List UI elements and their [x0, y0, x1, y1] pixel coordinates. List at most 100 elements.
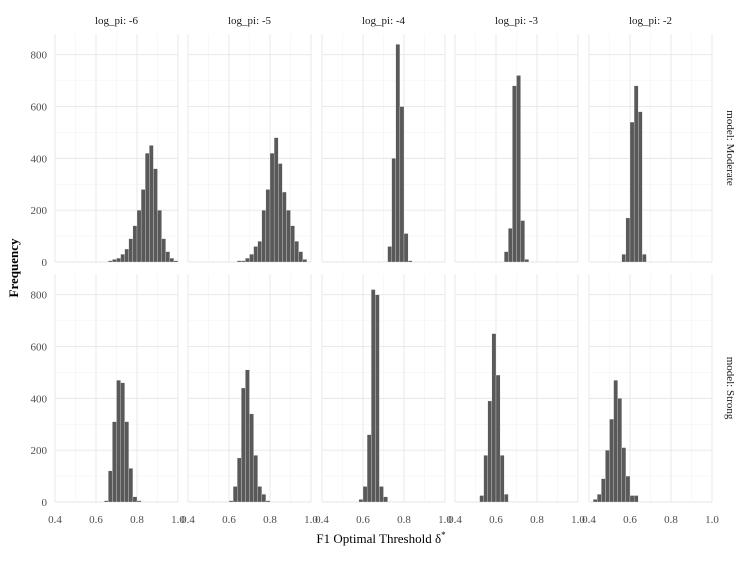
histogram-bar — [253, 455, 258, 503]
histogram-bar — [169, 257, 175, 263]
histogram-bar — [278, 163, 283, 263]
x-tick-label: 0.8 — [664, 514, 678, 526]
x-tick-label: 0.4 — [448, 514, 462, 526]
x-tick-label: 1.0 — [304, 514, 318, 526]
histogram-bar — [237, 457, 242, 503]
y-tick-label: 600 — [31, 102, 48, 114]
histogram-bar — [366, 434, 372, 503]
histogram-bar — [407, 260, 413, 263]
histogram-bar — [253, 246, 258, 263]
x-tick-label: 0.6 — [89, 514, 103, 526]
histogram-bar — [153, 168, 158, 263]
histogram-bar — [633, 495, 639, 503]
x-tick-label: 1.0 — [171, 514, 185, 526]
histogram-bar — [257, 241, 262, 263]
x-tick-label: 1.0 — [571, 514, 585, 526]
x-tick-label: 0.4 — [582, 514, 596, 526]
histogram-bar — [112, 421, 117, 503]
histogram-bar — [371, 289, 376, 503]
histogram-bar — [597, 494, 602, 503]
facet-panel-r0-c3 — [454, 34, 579, 263]
histogram-bar — [609, 418, 614, 503]
histogram-bar — [132, 225, 138, 263]
x-tick-label: 0.8 — [397, 514, 411, 526]
histogram-bar — [265, 189, 271, 263]
histogram-bar — [479, 495, 484, 503]
y-tick-label: 0 — [42, 497, 48, 509]
row-strip-label: model: Strong — [724, 357, 736, 420]
histogram-bar — [298, 251, 303, 263]
row-strip-label: model: Moderate — [724, 110, 736, 186]
histogram-bar — [108, 470, 113, 503]
x-tick-label: 0.4 — [181, 514, 195, 526]
strip-labels: log_pi: -6 log_pi: -5 log_pi: -4 log_pi: -3… — [95, 15, 736, 420]
y-tick-label: 800 — [31, 50, 48, 62]
histogram-bar — [516, 75, 521, 263]
histogram-bar — [387, 246, 392, 263]
y-axis-title: Frequency — [6, 238, 21, 297]
histogram-bar — [120, 382, 125, 503]
y-tick-label: 600 — [31, 342, 48, 354]
histogram-bar — [124, 421, 129, 503]
x-axis-title: F1 Optimal Threshold δ* — [316, 530, 446, 546]
x-tick-label: 0.6 — [222, 514, 236, 526]
histogram-bar — [112, 259, 117, 263]
column-strip-label: log_pi: -6 — [95, 15, 139, 27]
histogram-bar — [487, 400, 493, 503]
histogram-bar — [128, 468, 134, 503]
facet-panel-r1-c0 — [54, 274, 179, 503]
histogram-bar — [379, 486, 384, 503]
histogram-bar — [157, 210, 162, 263]
histogram-bar — [629, 495, 635, 503]
histogram-bar — [642, 254, 647, 263]
histogram-bar — [399, 106, 405, 263]
x-tick-label: 0.4 — [48, 514, 62, 526]
histogram-bar — [495, 374, 501, 503]
x-tick-label: 1.0 — [705, 514, 719, 526]
histogram-bar — [504, 494, 509, 503]
histogram-bar — [140, 189, 146, 263]
histogram-bar — [362, 486, 368, 503]
histogram-bar — [161, 238, 166, 263]
histogram-bar — [520, 220, 525, 263]
histogram-bar — [613, 380, 618, 503]
x-tick-label: 0.8 — [263, 514, 277, 526]
histogram-bar — [136, 500, 142, 503]
facet-panel-r0-c2 — [321, 34, 446, 263]
histogram-bar — [132, 496, 138, 503]
facet-panel-r0-c0 — [54, 34, 179, 263]
histogram-bar — [245, 369, 250, 503]
x-tick-label: 0.6 — [623, 514, 637, 526]
histogram-bar — [290, 225, 295, 263]
y-tick-label: 200 — [31, 205, 48, 217]
column-strip-label: log_pi: -3 — [495, 15, 539, 27]
histogram-bar — [228, 500, 234, 503]
y-tick-label: 0 — [42, 257, 48, 269]
histogram-bar — [269, 153, 275, 263]
x-tick-label: 0.6 — [356, 514, 370, 526]
facet-panel-r0-c4 — [588, 34, 713, 263]
y-tick-label: 400 — [31, 393, 48, 405]
histogram-bar — [282, 191, 287, 263]
histogram-bar — [621, 254, 627, 263]
histogram-bar — [625, 217, 631, 263]
histogram-bar — [241, 260, 246, 263]
histogram-bar — [265, 500, 271, 503]
histogram-bar — [504, 251, 509, 263]
y-tick-label: 800 — [31, 290, 48, 302]
histogram-bar — [605, 450, 610, 503]
histogram-bar — [128, 238, 134, 263]
column-strip-label: log_pi: -2 — [629, 15, 672, 27]
panels-layer — [54, 34, 713, 503]
histogram-bar — [241, 387, 246, 503]
histogram-bar — [391, 158, 396, 263]
histogram-bar — [638, 111, 643, 263]
histogram-bar — [261, 210, 267, 263]
facet-panel-r1-c2 — [321, 274, 446, 503]
histogram-bar — [633, 85, 639, 263]
histogram-bar — [116, 257, 121, 263]
facet-panel-r1-c4 — [588, 274, 713, 503]
histogram-bar — [629, 121, 635, 263]
histogram-bar — [512, 85, 517, 263]
histogram-bar — [232, 486, 238, 503]
